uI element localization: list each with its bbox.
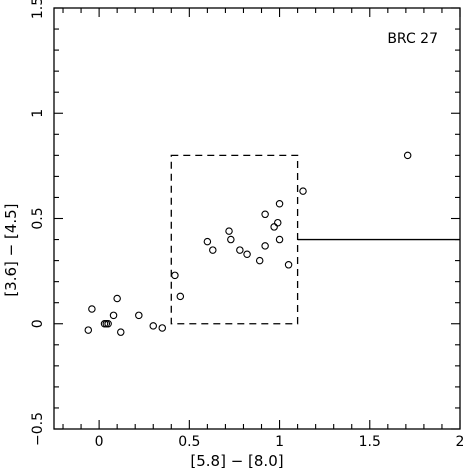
data-point [117,328,125,336]
plot-frame [53,7,461,430]
data-point [171,271,179,280]
data-point [284,261,293,269]
y-tick-label: −0.5 [30,412,46,446]
data-point [236,246,244,254]
y-axis-label: [3.6] − [4.5] [2,203,20,296]
shapes-layer [170,154,460,325]
ticks-layer: 0 0.5 1 1.5 2 −0.5 0 0.5 1 1.5 [30,0,464,450]
y-tick-label: 0.5 [30,207,46,229]
data-point [275,200,284,208]
data-point [209,246,217,254]
y-tick-label: 1.5 [30,0,46,19]
data-point [255,256,264,265]
data-point [203,237,212,246]
points-layer [84,151,412,336]
data-point [299,187,307,195]
y-tick-label: 1 [30,109,46,118]
data-point [261,242,269,250]
data-point [243,250,251,259]
data-point [275,235,284,244]
data-point [88,305,96,313]
data-point [113,294,121,303]
x-tick-label: 2 [456,434,465,450]
chart-annotation: BRC 27 [387,31,438,47]
data-point [84,326,93,334]
data-point [225,227,233,235]
data-point [104,319,112,328]
x-axis-label: [5.8] − [8.0] [190,452,283,470]
x-tick-label: 1.5 [359,434,381,450]
data-point [176,292,185,301]
x-tick-label: 0 [95,434,104,450]
y-tick-label: 0 [30,319,46,328]
x-tick-label: 1 [275,434,284,450]
x-tick-label: 0.5 [178,434,200,450]
data-point [261,210,269,219]
data-point [270,223,278,231]
data-point [274,218,282,227]
data-point [109,311,118,320]
data-point [227,235,235,244]
data-point [149,322,157,330]
data-point [158,324,167,332]
data-point [403,151,412,160]
data-point [135,311,143,320]
